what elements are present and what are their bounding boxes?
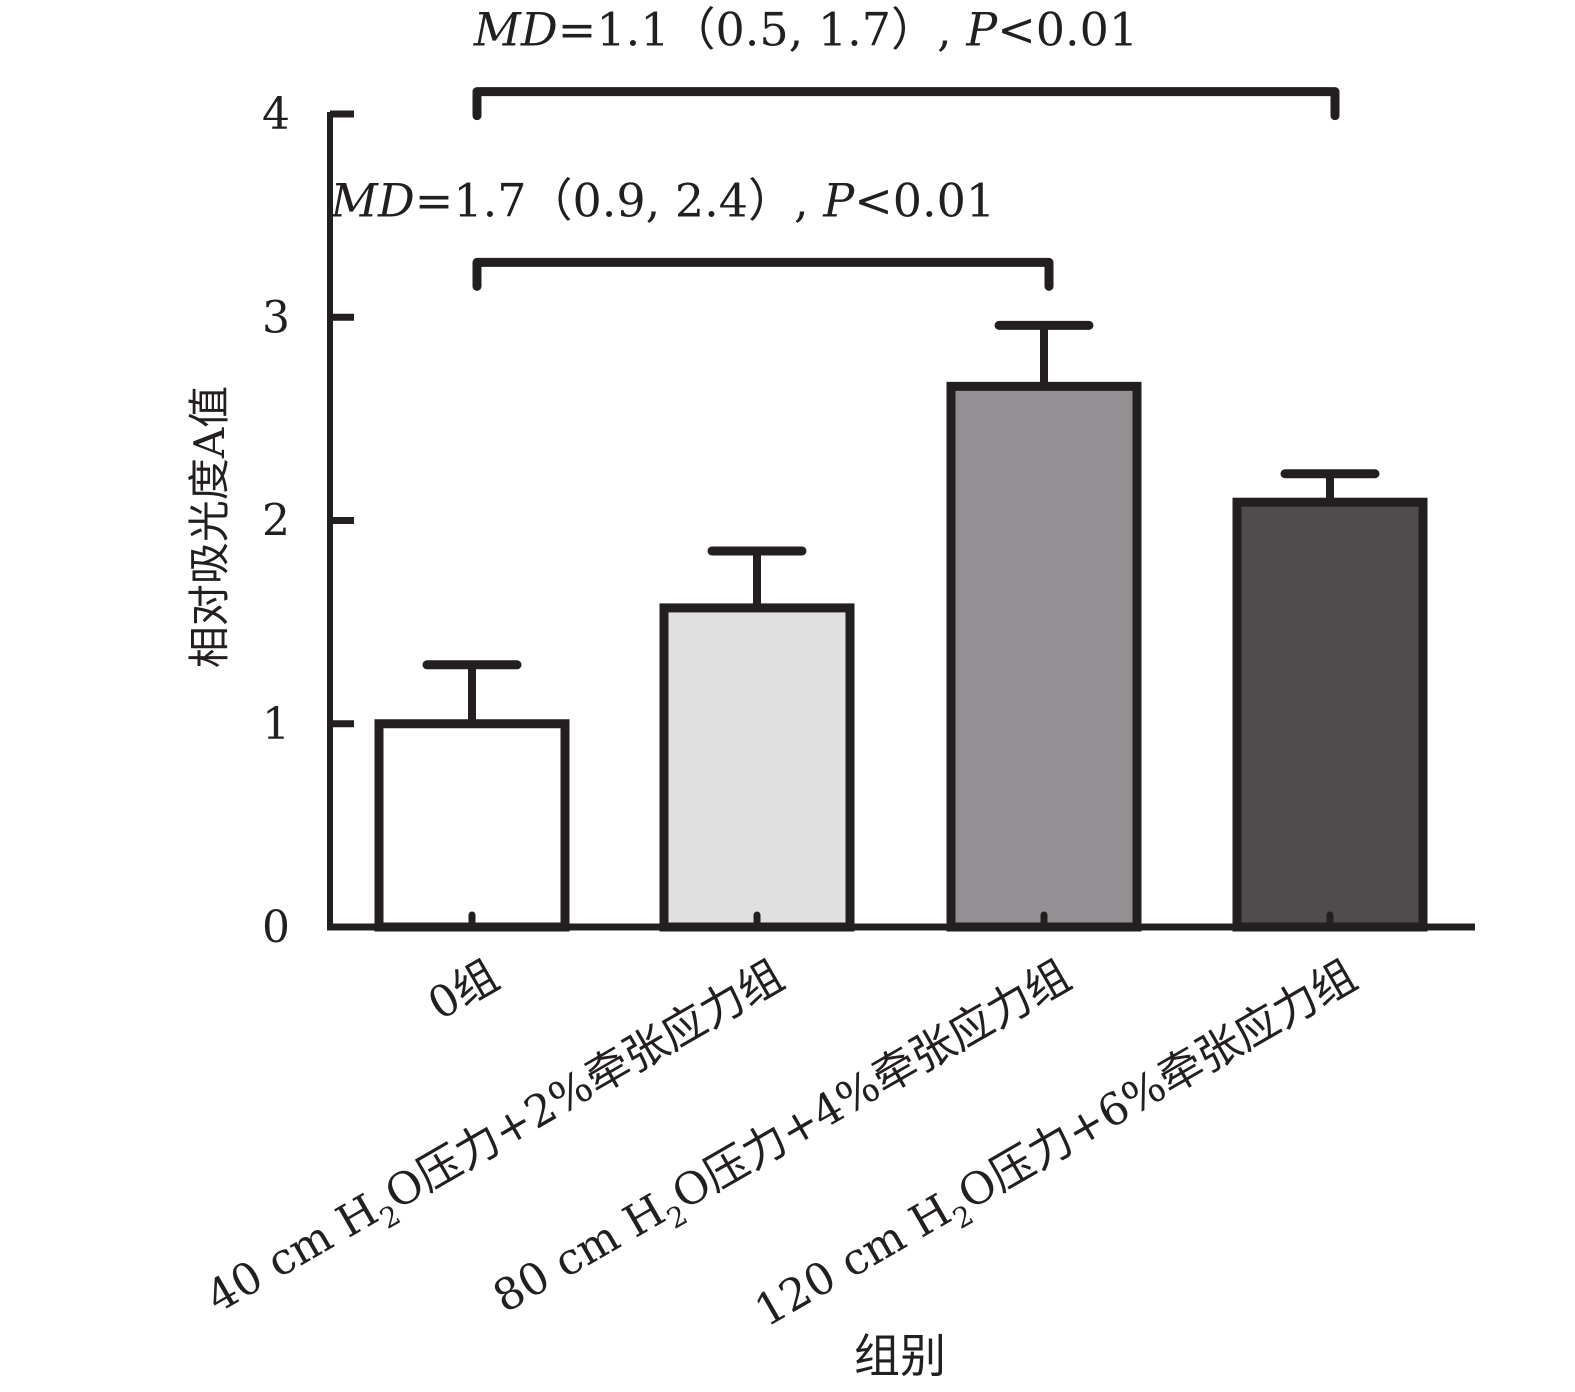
bar — [946, 381, 1142, 932]
error-bar — [1280, 469, 1380, 503]
significance-annotations: MD=1.7（0.9, 2.4）, P<0.01 MD=1.1（0.5, 1.7）… — [330, 3, 1340, 291]
y-tick-label: 4 — [262, 89, 290, 140]
bar — [659, 603, 855, 932]
y-tick-label: 3 — [262, 292, 290, 343]
annotation-text: MD=1.7（0.9, 2.4）, P<0.01 — [330, 173, 995, 227]
y-tick-label: 1 — [262, 699, 290, 750]
bars — [374, 381, 1428, 932]
bar — [1232, 497, 1428, 932]
axes: 0 1 2 3 4 — [262, 89, 1475, 953]
error-bar — [422, 660, 522, 724]
x-tick-label: 0组 — [420, 950, 508, 1030]
error-bar — [707, 546, 807, 608]
y-tick-label: 0 — [262, 902, 290, 953]
y-axis-label: 相对吸光度A值 — [185, 386, 234, 668]
annotation-text: MD=1.1（0.5, 1.7）, P<0.01 — [473, 3, 1138, 57]
y-tick-label: 2 — [262, 496, 290, 547]
significance-bracket: MD=1.1（0.5, 1.7）, P<0.01 — [472, 3, 1340, 121]
significance-bracket: MD=1.7（0.9, 2.4）, P<0.01 — [330, 173, 1054, 291]
x-tick-label: 120 cm H2O压力+6%牵张应力组 — [747, 950, 1370, 1344]
error-bar — [994, 320, 1094, 387]
bar — [374, 719, 570, 932]
x-axis-label: 组别 — [854, 1329, 946, 1383]
error-bars — [422, 320, 1380, 724]
